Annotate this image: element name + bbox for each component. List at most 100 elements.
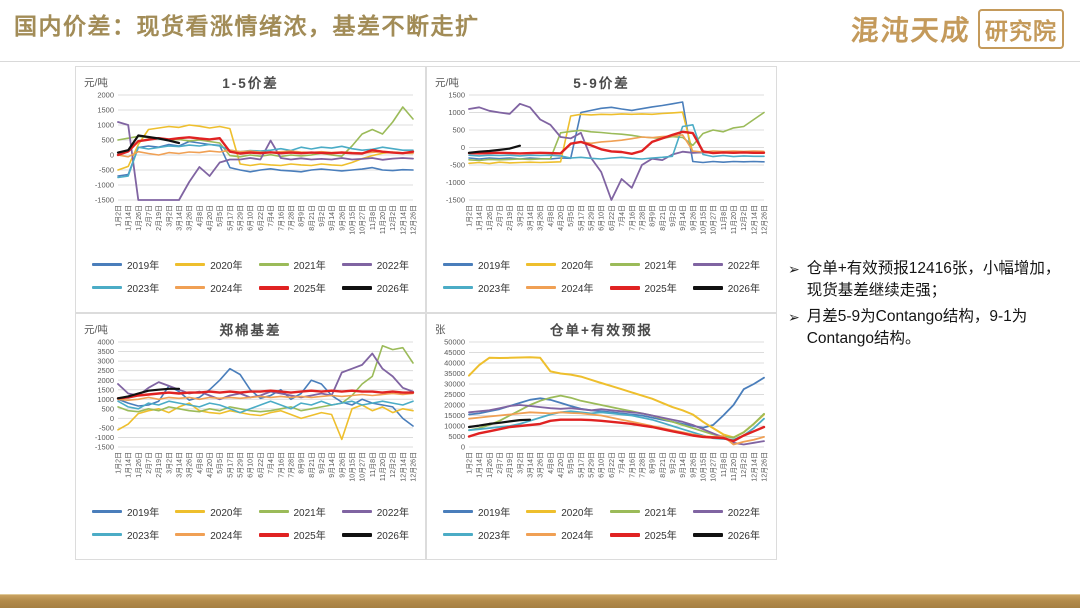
legend-label: 2021年 <box>293 508 326 519</box>
y-tick-label: 35000 <box>444 369 465 378</box>
series-line-2026年 <box>467 144 521 154</box>
x-tick-label: 12月14日 <box>399 205 407 235</box>
page-title: 国内价差：现货看涨情绪浓，基差不断走扩 <box>14 13 480 39</box>
legend-item: 2026年 <box>685 280 768 295</box>
legend-label: 2021年 <box>644 261 677 272</box>
legend-item: 2023年 <box>84 280 167 295</box>
x-tick-label: 10月27日 <box>710 205 718 235</box>
legend-item: 2019年 <box>435 504 518 519</box>
y-tick-label: 5000 <box>448 432 465 441</box>
legend-swatch <box>609 285 640 290</box>
legend-swatch <box>258 285 289 290</box>
x-tick-label: 3月14日 <box>176 205 184 231</box>
x-tick-label: 9月14日 <box>328 205 336 231</box>
legend-label: 2025年 <box>644 531 677 542</box>
x-tick-label: 8月9日 <box>298 205 306 227</box>
x-tick-label: 6月10日 <box>247 205 255 231</box>
legend-swatch <box>526 286 557 289</box>
legend-swatch <box>92 510 122 513</box>
y-tick-label: -1500 <box>95 196 114 205</box>
x-tick-label: 4月20日 <box>557 205 565 231</box>
legend-item: 2025年 <box>602 527 685 542</box>
series-line-2019年 <box>468 376 765 429</box>
x-tick-label: 3月2日 <box>516 452 524 474</box>
y-tick-label: -1500 <box>446 196 465 205</box>
legend-label: 2020年 <box>210 508 243 519</box>
series-line-2025年 <box>116 389 415 400</box>
y-tick-label: -1000 <box>95 433 114 442</box>
x-tick-label: 1月2日 <box>466 452 474 474</box>
y-tick-label: 500 <box>452 126 465 135</box>
y-tick-label: -1000 <box>446 178 465 187</box>
charts-grid: 元/吨 1-5价差 2000 1500 1000 500 0 -500 -1000 -1500 1月… <box>75 66 777 560</box>
legend-label: 2026年 <box>376 531 409 542</box>
series-line-2023年 <box>117 143 414 179</box>
legend-item: 2021年 <box>602 504 685 519</box>
series-line-2021年 <box>468 111 765 162</box>
y-tick-label: 500 <box>101 404 114 413</box>
chart-title: 仓单+有效预报 <box>550 323 653 338</box>
x-tick-label: 5月5日 <box>216 452 224 474</box>
x-tick-label: 7月4日 <box>618 452 626 474</box>
x-tick-label: 8月9日 <box>298 452 306 474</box>
legend-label: 2026年 <box>727 284 760 295</box>
legend-label: 2026年 <box>376 284 409 295</box>
x-tick-label: 11月8日 <box>720 452 728 477</box>
y-tick-label: -500 <box>99 166 114 175</box>
legend-item: 2019年 <box>435 257 518 272</box>
legend-swatch <box>692 285 723 290</box>
y-tick-label: 1000 <box>97 395 114 404</box>
y-tick-label: 30000 <box>444 380 465 389</box>
legend-label: 2025年 <box>293 284 326 295</box>
legend-label: 2023年 <box>478 531 511 542</box>
x-tick-label: 2月19日 <box>155 205 163 231</box>
x-tick-label: 3月2日 <box>516 205 524 227</box>
x-tick-label: 5月5日 <box>567 205 575 227</box>
legend-item: 2022年 <box>334 504 417 519</box>
x-tick-label: 8月9日 <box>649 452 657 474</box>
x-tick-label: 7月28日 <box>287 205 295 231</box>
legend-swatch <box>175 263 206 266</box>
series-line-2026年 <box>116 387 181 400</box>
legend-swatch <box>609 263 640 266</box>
x-tick-label: 2月7日 <box>145 452 153 474</box>
x-tick-label: 3月26日 <box>537 452 545 478</box>
bullet-arrow-icon: ➢ <box>788 261 800 277</box>
legend-label: 2022年 <box>727 508 760 519</box>
legend-item: 2020年 <box>518 504 601 519</box>
x-tick-label: 5月29日 <box>588 452 596 478</box>
legend-label: 2022年 <box>376 508 409 519</box>
x-tick-label: 7月4日 <box>267 452 275 474</box>
legend-label: 2020年 <box>561 261 594 272</box>
x-tick-label: 12月26日 <box>761 452 769 482</box>
legend-label: 2024年 <box>561 284 594 295</box>
note-item: ➢ 仓单+有效预报12416张，小幅增加，现货基差继续走强； <box>788 258 1074 303</box>
axis-unit-label: 元/吨 <box>435 77 459 89</box>
legend-item: 2022年 <box>685 504 768 519</box>
legend-item: 2023年 <box>84 527 167 542</box>
x-tick-label: 12月26日 <box>410 205 418 235</box>
x-tick-label: 8月21日 <box>659 205 667 231</box>
legend-swatch <box>175 286 206 289</box>
y-tick-label: 3000 <box>97 357 114 366</box>
logo: 混沌天成 研究院 <box>850 9 1064 49</box>
x-tick-label: 11月20日 <box>730 205 738 234</box>
x-tick-label: 6月10日 <box>598 205 606 231</box>
legend-swatch <box>341 532 372 537</box>
y-tick-label: 1000 <box>97 121 114 130</box>
plot-area: 5000045000400003500030000250002000015000… <box>444 338 769 482</box>
legend-item: 2024年 <box>167 280 250 295</box>
y-tick-label: 15000 <box>444 411 465 420</box>
plot-area: 40003500300025002000150010005000-500-100… <box>95 338 418 482</box>
x-tick-label: 6月22日 <box>608 205 616 231</box>
x-tick-label: 9月26日 <box>338 205 346 231</box>
x-tick-label: 9月2日 <box>318 205 326 227</box>
legend-label: 2026年 <box>727 531 760 542</box>
x-tick-label: 9月2日 <box>669 205 677 227</box>
notes-panel: ➢ 仓单+有效预报12416张，小幅增加，现货基差继续走强； ➢ 月差5-9为C… <box>788 258 1074 354</box>
y-tick-label: 0 <box>461 143 465 152</box>
x-tick-label: 1月26日 <box>135 452 143 478</box>
legend-label: 2019年 <box>127 508 160 519</box>
